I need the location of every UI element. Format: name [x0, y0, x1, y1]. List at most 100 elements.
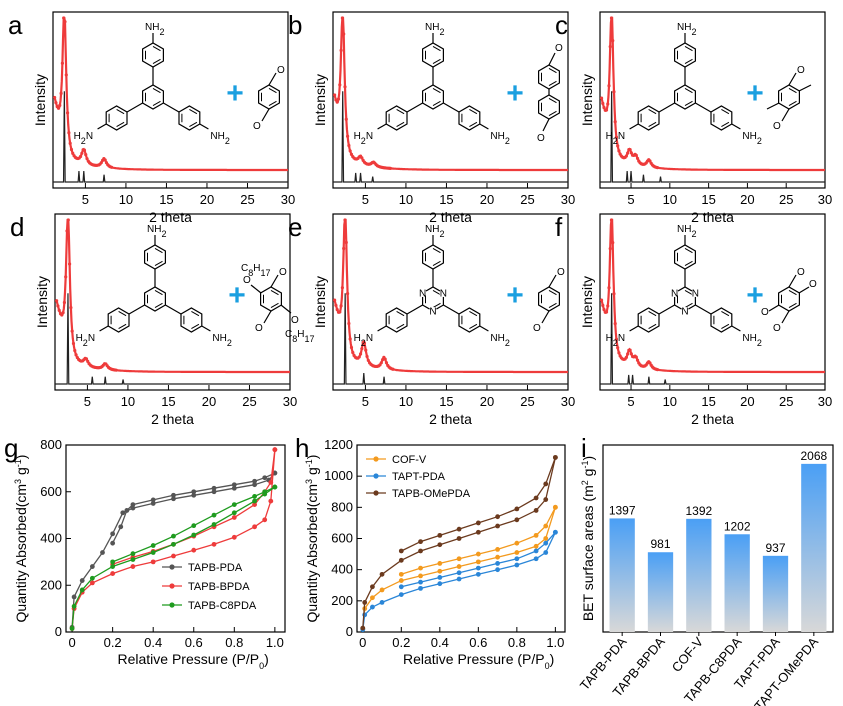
- xrd-experimental-point: [364, 348, 368, 352]
- bar-value-label: 2068: [800, 449, 827, 463]
- plus-sign: +: [226, 77, 244, 110]
- arm-ring-double-bonds: [677, 247, 693, 267]
- xrd-experimental-point: [383, 357, 387, 361]
- xrd-experimental-point: [99, 161, 103, 165]
- aldehyde-o: O: [537, 133, 545, 144]
- isotherm-point: [69, 626, 75, 631]
- xrd-axes-frame: [332, 213, 569, 391]
- xrd-experimental-point: [613, 322, 617, 326]
- xrd-experimental-point: [624, 355, 628, 359]
- arm-ring: [422, 42, 444, 68]
- xrd-experimental-point: [333, 298, 337, 302]
- series-TAPT-PDA: [360, 529, 558, 633]
- arm-bond: [695, 102, 712, 113]
- xrd-x-tick-label: 15: [701, 192, 715, 207]
- isotherm-y-tick-label: 600: [40, 484, 62, 499]
- isotherm-point: [110, 540, 116, 546]
- amine-label-left-part: 2: [613, 338, 618, 348]
- xrd-x-tick-label: 10: [663, 192, 677, 207]
- isotherm-x-tick-label: 0.4: [144, 635, 162, 650]
- isotherm-point: [252, 478, 257, 484]
- isotherm-point: [89, 580, 95, 586]
- bar-panel-i: 1397TAPB-PDA981TAPB-BPDA1392COF-V1202TAP…: [577, 433, 834, 706]
- xrd-x-axis-label: 2 theta: [149, 209, 192, 225]
- xrd-experimental-point: [599, 96, 604, 100]
- isotherm-y-axis-label-part: 3: [304, 479, 314, 484]
- arm-ring: [637, 105, 660, 131]
- arm-ring-double-bonds: [461, 108, 478, 128]
- xrd-y-axis-label: Intensity: [579, 276, 595, 328]
- xrd-y-axis-label: Intensity: [34, 276, 50, 328]
- isotherm-point: [437, 575, 443, 580]
- aldehyde-bond: [261, 108, 270, 122]
- xrd-x-tick-label: 30: [561, 192, 575, 207]
- isotherm-point: [231, 502, 237, 508]
- isotherm-y-tick-label: 800: [40, 437, 62, 452]
- series-TAPB-OMePDA: [360, 455, 558, 631]
- xrd-x-tick-label: 10: [399, 394, 413, 409]
- panel-label-d: d: [10, 212, 24, 242]
- isotherm-point: [231, 534, 237, 540]
- isotherm-point: [398, 592, 404, 597]
- amine-label-left-part: H: [606, 333, 613, 344]
- amine-label-right-part: 2: [757, 338, 762, 348]
- isotherm-x-axis-label-part: 0: [545, 661, 550, 671]
- arm-ring: [674, 42, 696, 68]
- xrd-experimental-point: [67, 262, 72, 266]
- isotherm-point: [456, 556, 462, 562]
- isotherm-point: [171, 533, 176, 539]
- alkyl-chain-label-part: C: [285, 329, 292, 340]
- xrd-experimental-pattern: [600, 218, 825, 374]
- aldehyde-o: O: [277, 65, 285, 76]
- methoxy-bond: [798, 286, 810, 294]
- legend-label: TAPB-BPDA: [188, 581, 250, 593]
- isotherm-y-axis-label: Quantity Absorbed(cm3 g-1): [304, 455, 320, 623]
- amine-label-top-part: NH: [677, 22, 691, 33]
- amine-bond: [199, 123, 209, 130]
- xrd-experimental-point: [607, 84, 611, 88]
- isotherm-point: [171, 492, 176, 498]
- xrd-experimental-point: [348, 337, 352, 341]
- isotherm-point: [379, 587, 385, 593]
- isotherm-point: [150, 559, 156, 565]
- legend-marker: [169, 583, 175, 589]
- xrd-experimental-point: [110, 165, 114, 169]
- isotherm-point: [191, 532, 197, 538]
- arm-bond: [128, 304, 145, 315]
- arm-ring: [385, 307, 408, 333]
- xrd-x-tick-label: 20: [740, 192, 754, 207]
- xrd-x-tick-label: 5: [627, 192, 634, 207]
- xrd-experimental-point: [601, 101, 605, 105]
- adsorption-line: [71, 486, 276, 629]
- xrd-x-tick-label: 15: [159, 192, 173, 207]
- isotherm-point: [79, 587, 85, 593]
- xrd-experimental-point: [70, 329, 74, 333]
- xrd-experimental-point: [601, 303, 605, 307]
- arm-ring: [710, 307, 733, 333]
- isotherm-point: [79, 578, 85, 583]
- isotherm-point: [475, 529, 481, 535]
- isotherm-x-axis-label-part: ): [264, 651, 269, 667]
- xrd-experimental-point: [78, 154, 83, 159]
- amine-label-left: H2N: [76, 333, 95, 348]
- xrd-experimental-point: [80, 151, 84, 155]
- amine-label-top-part: 2: [161, 229, 166, 239]
- xrd-experimental-point: [69, 147, 74, 152]
- xrd-x-tick-label: 30: [561, 394, 575, 409]
- isotherm-point: [456, 526, 462, 532]
- xrd-x-tick-label: 5: [84, 394, 91, 409]
- xrd-experimental-point: [360, 156, 364, 160]
- bar-category-label: COF-V: [669, 634, 707, 675]
- xrd-experimental-point: [628, 147, 632, 152]
- isotherm-x-tick-label: 0.2: [392, 635, 410, 650]
- amine-label-right-part: NH: [490, 131, 504, 142]
- arm-bond: [443, 304, 460, 315]
- core-ring-double-bonds: [147, 289, 163, 309]
- plus-sign: +: [506, 77, 524, 110]
- amine-label-right: NH2: [212, 333, 231, 348]
- amine-label-top-part: NH: [147, 224, 161, 235]
